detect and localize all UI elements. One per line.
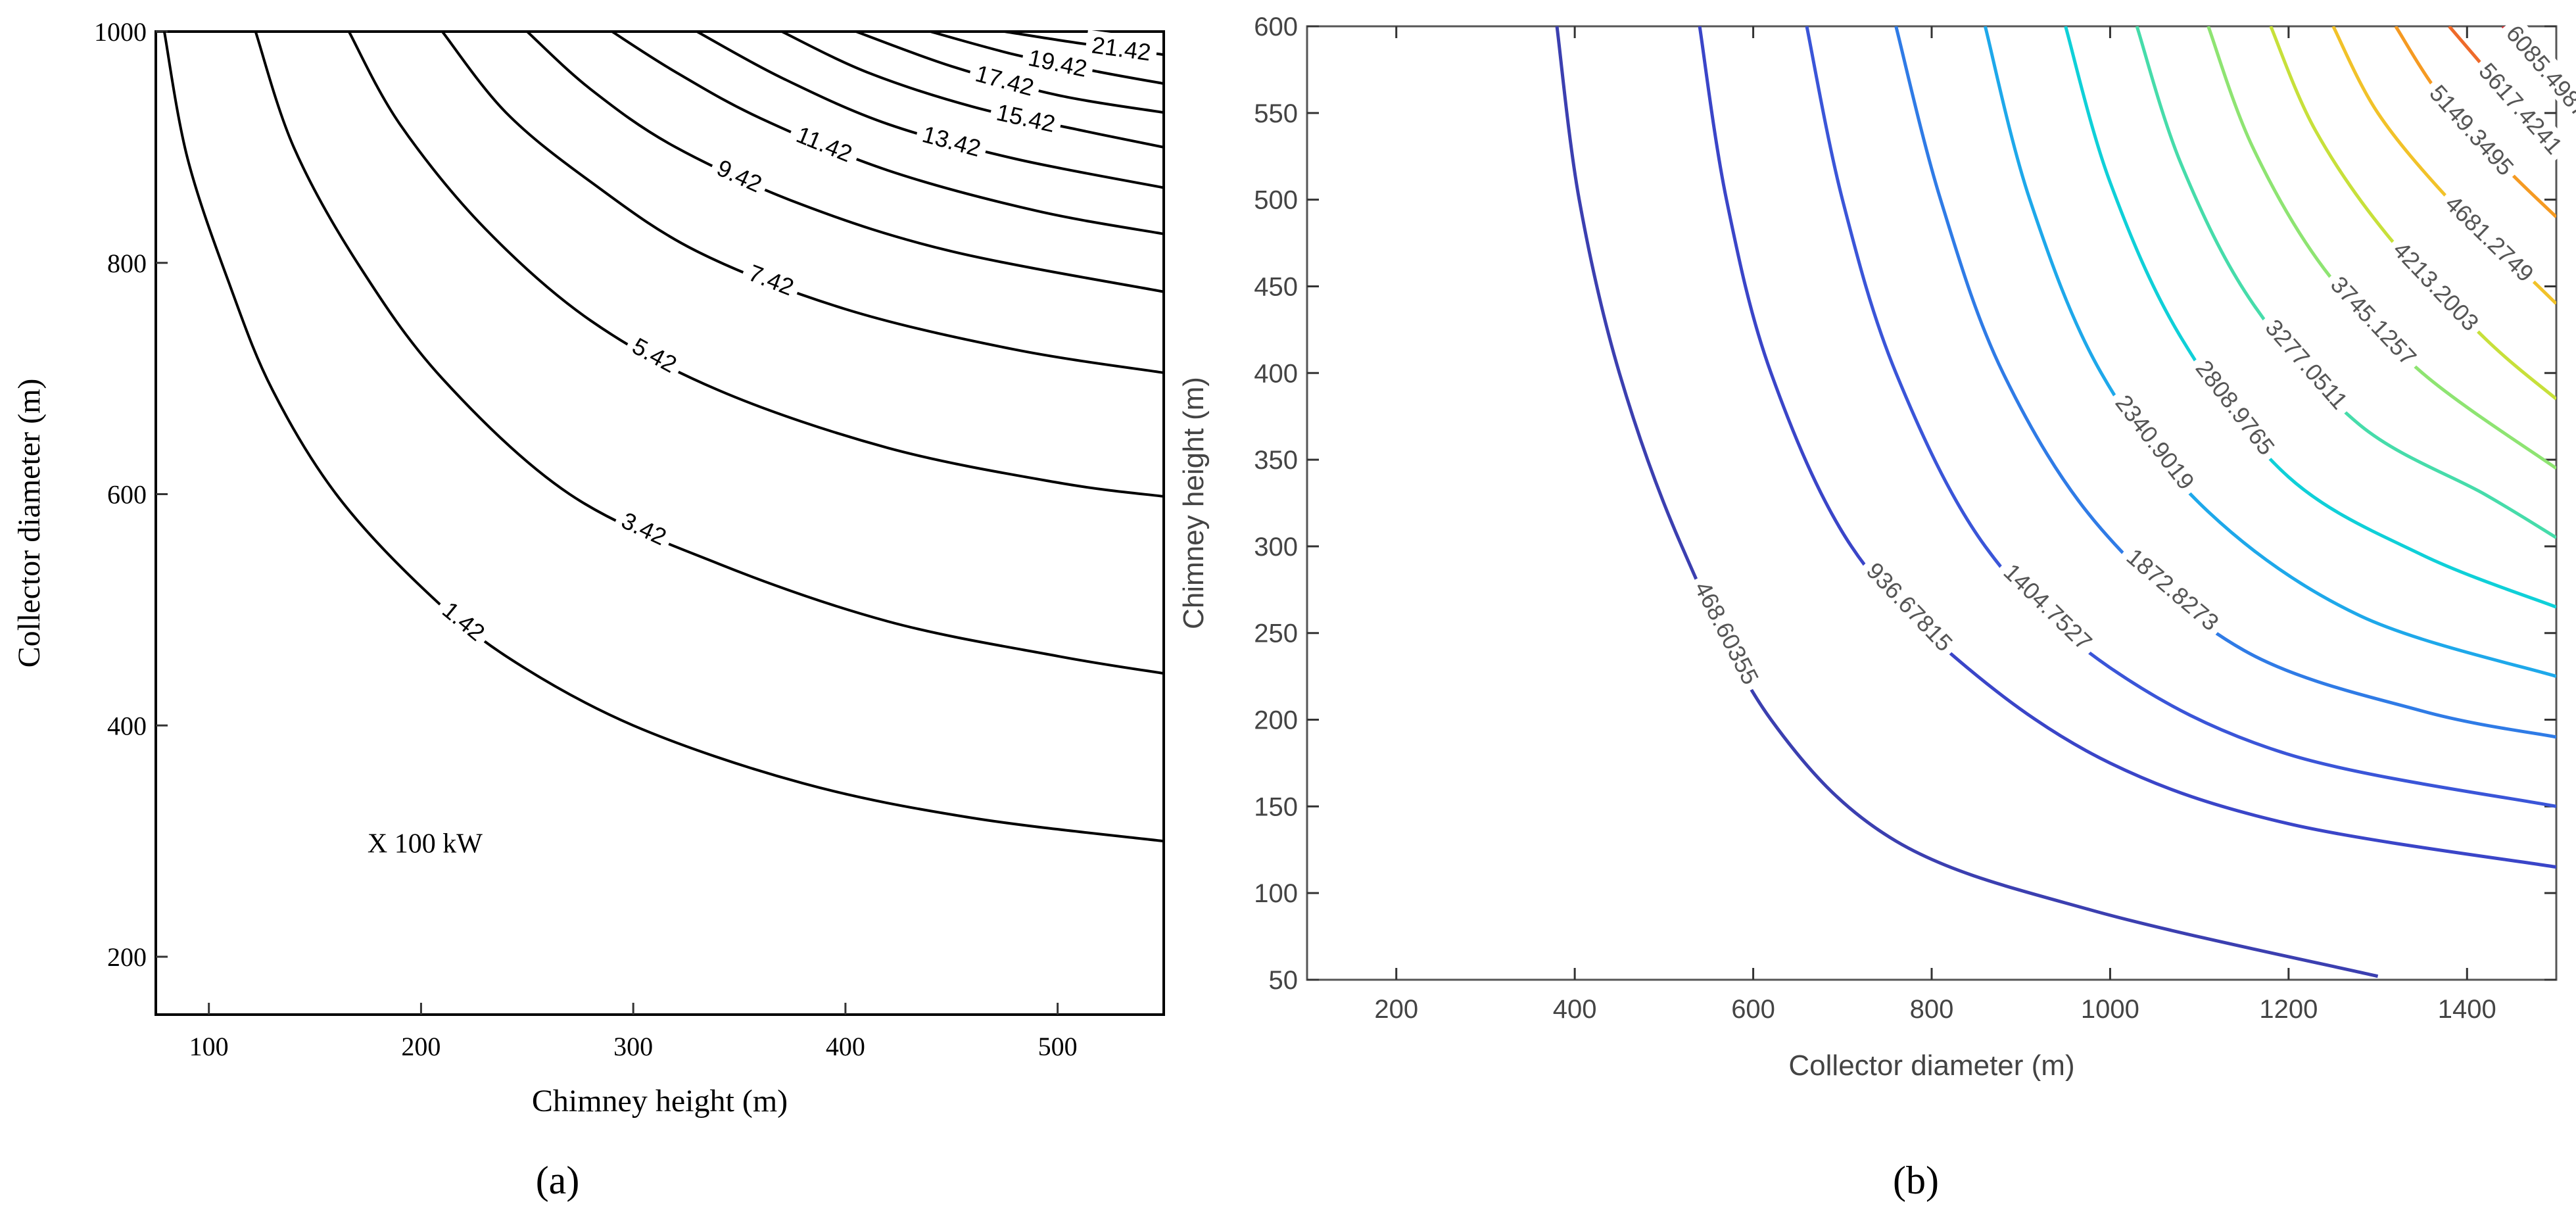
- contour-label-bg: [2471, 53, 2573, 163]
- contour-label: 4213.2003: [2388, 236, 2485, 336]
- contour-label: 15.42: [994, 99, 1058, 137]
- contour-label-bg: [2187, 350, 2285, 464]
- x-axis-label: Chimney height (m): [532, 1084, 788, 1119]
- x-tick-label: 400: [1553, 995, 1597, 1024]
- contour-label-bg: [786, 117, 863, 169]
- contour-label: 11.42: [793, 121, 856, 168]
- contour-label-bg: [2118, 539, 2230, 639]
- contour-label-bg: [914, 118, 990, 162]
- contour-label: 2808.9765: [2191, 355, 2281, 460]
- x-tick-label: 800: [1910, 995, 1954, 1024]
- contour-label: 936.67815: [1861, 557, 1958, 656]
- contour-line: [162, 32, 1164, 843]
- contour-line: [1555, 26, 2379, 978]
- contour-label-bg: [2322, 266, 2427, 374]
- y-tick-label: 800: [107, 249, 147, 278]
- y-tick-label: 500: [1254, 186, 1298, 215]
- contour-label-bg: [967, 57, 1043, 102]
- x-tick-label: 1000: [2081, 995, 2139, 1024]
- x-tick-label: 300: [613, 1032, 653, 1061]
- contour-label-bg: [2498, 14, 2576, 126]
- x-tick-label: 200: [401, 1032, 441, 1061]
- x-tick-label: 1400: [2438, 995, 2496, 1024]
- contour-label-bg: [2385, 231, 2489, 340]
- contour-label-bg: [2107, 384, 2205, 499]
- contour-label: 3277.0511: [2260, 314, 2354, 414]
- contour-label-bg: [623, 329, 687, 380]
- contour-line: [781, 32, 1164, 149]
- y-tick-label: 350: [1254, 446, 1298, 475]
- contour-line: [254, 32, 1164, 675]
- y-axis-label: Chimney height (m): [1178, 377, 1210, 629]
- plot-frame: [155, 30, 1165, 1016]
- contour-label: 1404.7527: [1998, 558, 2097, 656]
- y-tick-label: 1000: [94, 17, 147, 47]
- x-axis-label: Collector diameter (m): [1788, 1049, 2074, 1082]
- contour-label: 1872.8273: [2122, 543, 2224, 637]
- panel-b: 200 400 600 800 1000 1200 1400 50 100 150 200 250 30…: [1178, 12, 2576, 1202]
- contour-label-bg: [740, 256, 803, 302]
- contour-label-bg: [1020, 41, 1095, 82]
- contour-line: [2269, 26, 2556, 400]
- contour-label-bg: [2421, 74, 2524, 185]
- y-tick-label: 150: [1254, 792, 1298, 821]
- contour-label-bg: [708, 151, 772, 199]
- y-tick-label: 200: [107, 942, 147, 972]
- contour-line: [1698, 26, 2556, 869]
- contour-lines: [162, 32, 1164, 843]
- panel-a: 100 200 300 400 500 200 400 600 800 1000 Chimney h…: [12, 17, 1165, 1202]
- contour-line: [1805, 26, 2556, 808]
- contour-label: 7.42: [745, 259, 798, 301]
- contour-label: 4681.2749: [2440, 190, 2539, 287]
- contour-label-bg: [2437, 185, 2544, 291]
- x-tick-label: 1200: [2259, 995, 2318, 1024]
- contour-line: [696, 32, 1164, 189]
- contour-label-bg: [2256, 308, 2358, 419]
- x-tick-label: 600: [1731, 995, 1775, 1024]
- y-tick-label: 600: [107, 480, 147, 510]
- contour-label-bg: [1687, 571, 1768, 694]
- contour-lines: [1555, 26, 2556, 978]
- contour-label: 2340.9019: [2110, 390, 2200, 495]
- contour-label-bg: [1084, 30, 1158, 66]
- y-tick-label: 250: [1254, 619, 1298, 648]
- y-tick-label: 400: [107, 711, 147, 740]
- contour-line: [441, 32, 1164, 374]
- panel-label: (a): [536, 1159, 580, 1202]
- y-tick-label: 600: [1254, 12, 1298, 41]
- contour-label-bg: [1858, 552, 1963, 660]
- x-tick-label: 400: [826, 1032, 865, 1061]
- panel-label: (b): [1893, 1159, 1939, 1202]
- contour-label: 3745.1257: [2326, 271, 2422, 371]
- y-tick-label: 450: [1254, 272, 1298, 301]
- y-tick-label: 100: [1254, 879, 1298, 908]
- contour-label-bg: [433, 592, 495, 649]
- contour-line: [526, 32, 1164, 293]
- x-tick-label: 500: [1038, 1032, 1078, 1061]
- y-tick-label: 300: [1254, 533, 1298, 562]
- y-tick-label: 550: [1254, 99, 1298, 128]
- contour-label-bg: [1995, 553, 2103, 659]
- contour-label: 21.42: [1090, 31, 1153, 66]
- contour-label: 13.42: [920, 120, 984, 162]
- y-tick-label: 400: [1254, 359, 1298, 388]
- y-tick-label: 50: [1269, 966, 1299, 995]
- y-tick-label: 200: [1254, 706, 1298, 735]
- y-axis-label: Collector diameter (m): [12, 379, 47, 668]
- contour-line: [1894, 26, 2556, 739]
- contour-label: 468.60355: [1689, 577, 1764, 688]
- contour-label-bg: [612, 503, 677, 552]
- x-tick-label: 100: [189, 1032, 229, 1061]
- contour-line: [2206, 26, 2556, 470]
- contour-label-bg: [988, 96, 1064, 138]
- unit-annotation: X 100 kW: [368, 829, 483, 859]
- x-tick-label: 200: [1374, 995, 1418, 1024]
